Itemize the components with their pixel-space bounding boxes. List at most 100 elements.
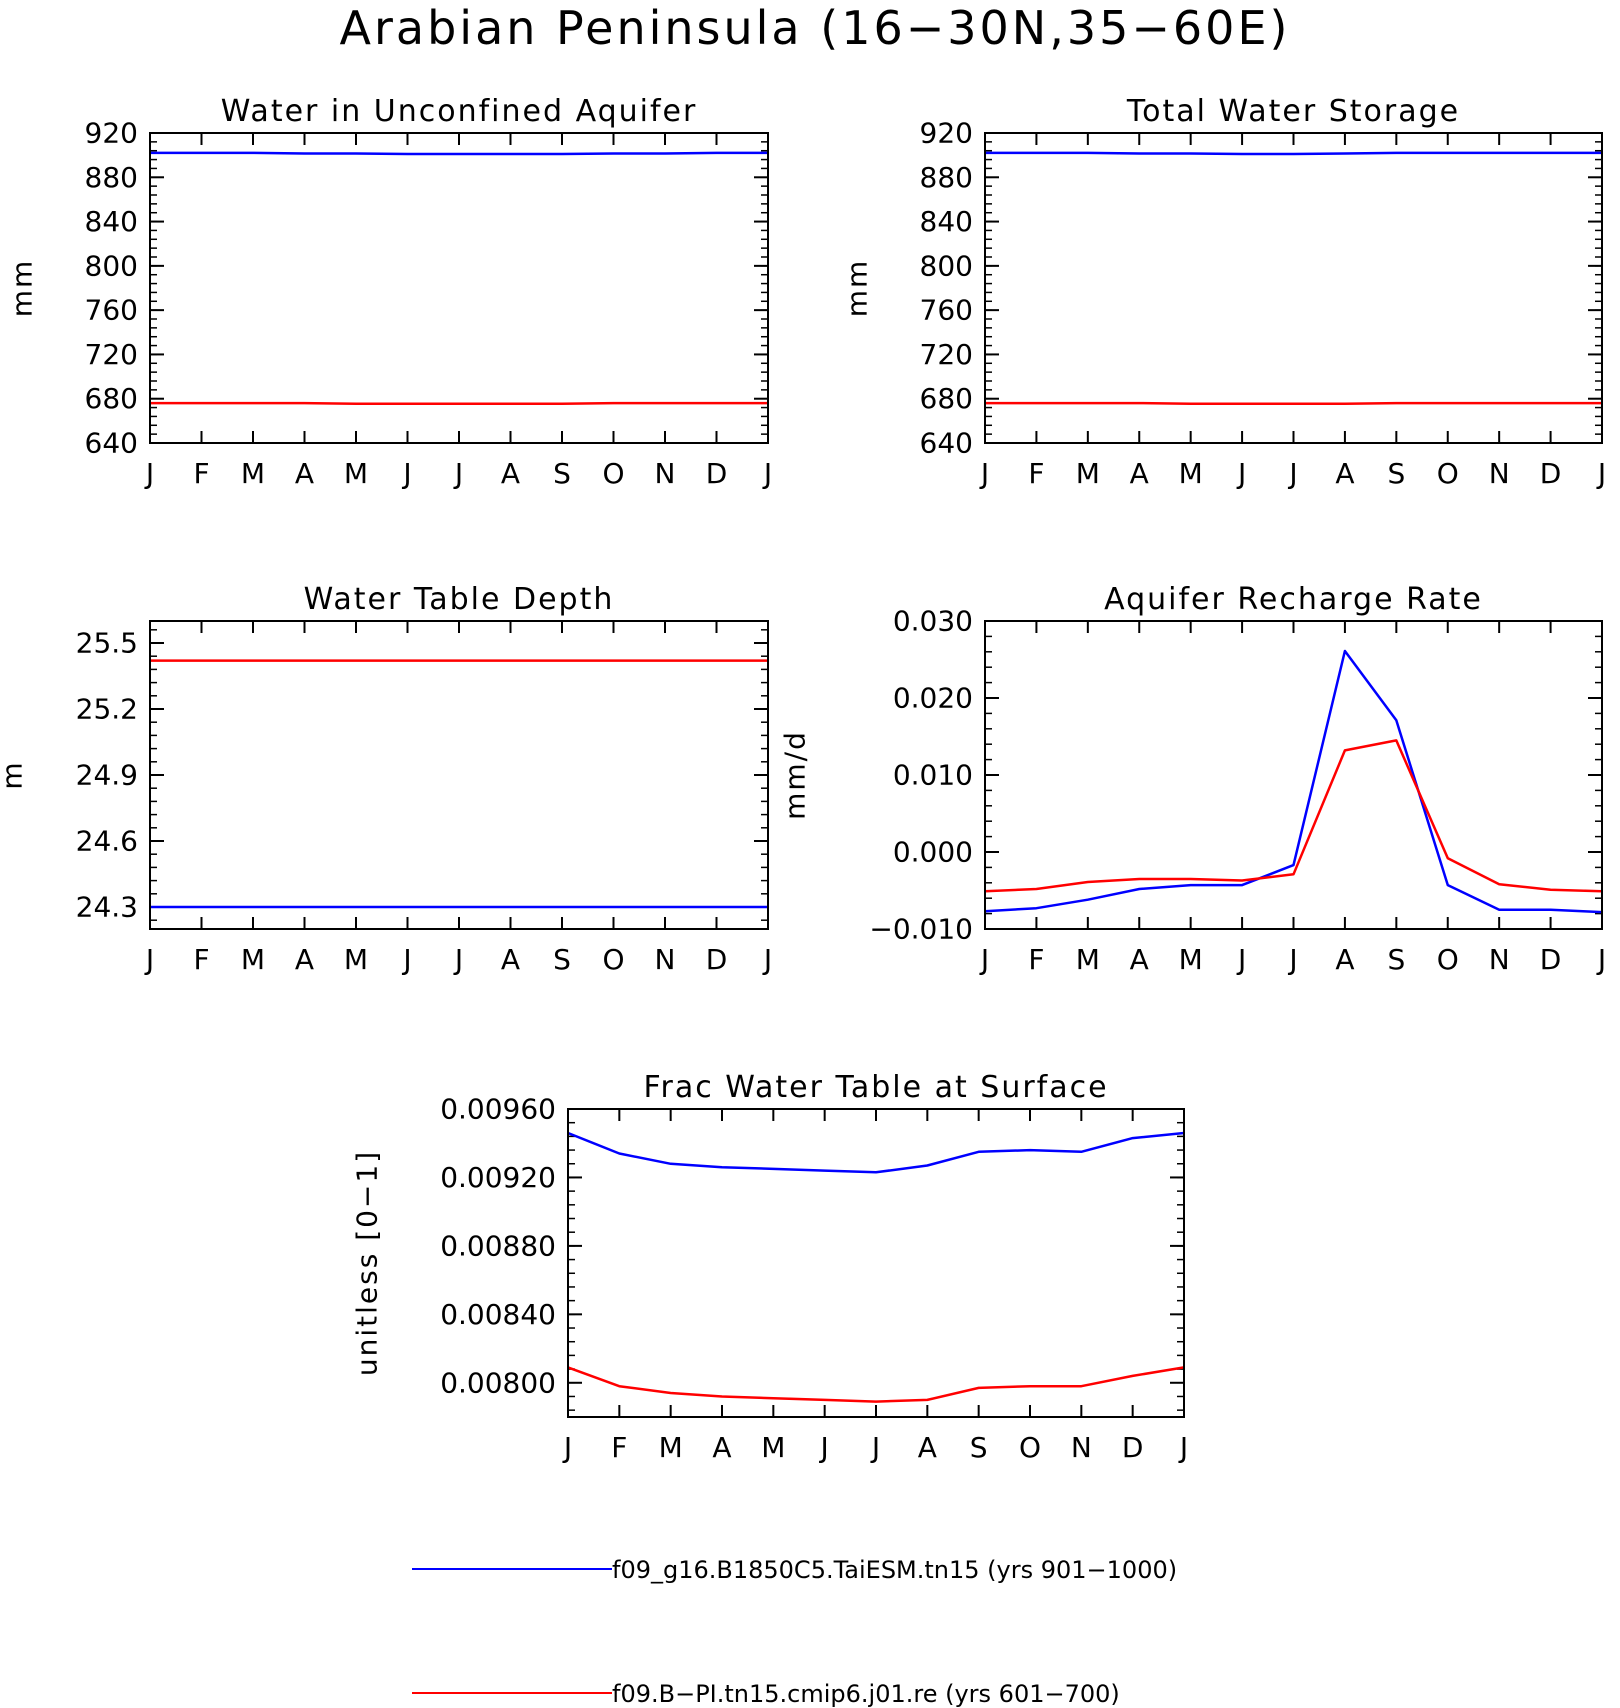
series-line-0 [150, 151, 768, 156]
x-tick-label: J [1287, 457, 1297, 490]
y-tick-label: 640 [920, 427, 973, 460]
x-tick-label: M [1179, 457, 1203, 490]
y-tick-label: 920 [920, 117, 973, 150]
y-tick-label: 720 [85, 338, 138, 371]
x-tick-label: N [655, 457, 676, 490]
panel-title: Total Water Storage [1126, 94, 1460, 129]
y-tick-label: 0.00960 [440, 1093, 556, 1126]
y-tick-label: 680 [85, 382, 138, 415]
x-tick-label: J [144, 457, 154, 490]
x-tick-label: N [1489, 943, 1510, 976]
x-tick-label: A [712, 1431, 731, 1464]
y-tick-label: 24.6 [76, 825, 138, 858]
legend-label-0: f09_g16.B1850C5.TaiESM.tn15 (yrs 901−100… [612, 1556, 1177, 1584]
y-tick-label: 0.020 [893, 682, 973, 715]
y-axis-label: mm [841, 259, 874, 318]
x-tick-label: D [1540, 457, 1562, 490]
chart-panel-2: Water Table DepthmJFMAMJJASONDJ24.324.62… [0, 582, 772, 976]
x-tick-label: J [762, 943, 772, 976]
x-tick-label: J [1287, 943, 1297, 976]
x-tick-label: S [553, 943, 571, 976]
x-tick-label: F [193, 943, 209, 976]
y-tick-label: 0.000 [893, 836, 973, 869]
y-tick-label: 760 [920, 294, 973, 327]
x-tick-label: S [970, 1431, 988, 1464]
x-tick-label: J [562, 1431, 572, 1464]
x-tick-label: M [344, 943, 368, 976]
x-tick-label: F [193, 457, 209, 490]
x-tick-label: J [401, 943, 411, 976]
y-tick-label: 720 [920, 338, 973, 371]
x-tick-label: D [706, 943, 728, 976]
y-axis-label: mm/d [779, 730, 812, 820]
x-tick-label: D [1122, 1431, 1144, 1464]
legend: f09_g16.B1850C5.TaiESM.tn15 (yrs 901−100… [412, 1556, 1177, 1708]
y-tick-label: 0.00800 [440, 1366, 556, 1399]
x-tick-label: O [1019, 1431, 1041, 1464]
x-tick-label: A [295, 457, 314, 490]
x-tick-label: M [761, 1431, 785, 1464]
x-tick-label: F [611, 1431, 627, 1464]
x-tick-label: S [553, 457, 571, 490]
series-line-0 [984, 649, 1603, 914]
x-tick-label: F [1028, 457, 1044, 490]
y-tick-label: 680 [920, 382, 973, 415]
y-tick-label: 0.00840 [440, 1298, 556, 1331]
x-tick-label: N [655, 943, 676, 976]
x-tick-label: A [1335, 943, 1354, 976]
x-tick-label: N [1071, 1431, 1092, 1464]
series-line-1 [567, 1366, 1185, 1403]
x-tick-label: J [979, 943, 989, 976]
y-tick-label: 25.2 [76, 693, 138, 726]
y-tick-label: 25.5 [76, 627, 138, 660]
y-axis-label: mm [6, 259, 39, 318]
x-tick-label: N [1489, 457, 1510, 490]
x-tick-label: O [602, 457, 624, 490]
y-tick-label: 840 [920, 205, 973, 238]
x-tick-label: J [1236, 457, 1246, 490]
figure-title: Arabian Peninsula (16−30N,35−60E) [340, 1, 1291, 55]
plot-frame [984, 132, 1603, 444]
x-tick-label: M [1076, 943, 1100, 976]
panel-title: Water Table Depth [304, 582, 615, 617]
y-tick-label: 0.00920 [440, 1161, 556, 1194]
chart-panel-4: Frac Water Table at Surface unitless [0−1… [351, 1070, 1189, 1464]
x-tick-label: J [144, 943, 154, 976]
x-tick-label: J [1178, 1431, 1188, 1464]
x-tick-label: D [706, 457, 728, 490]
x-tick-label: O [1437, 457, 1459, 490]
x-tick-label: J [1596, 943, 1606, 976]
x-tick-label: M [344, 457, 368, 490]
y-tick-label: −0.010 [869, 913, 973, 946]
y-axis-label: unitless [0−1] [351, 1150, 384, 1376]
y-tick-label: 800 [85, 249, 138, 282]
series-line-1 [984, 739, 1603, 893]
x-tick-label: J [1236, 943, 1246, 976]
x-tick-label: J [870, 1431, 880, 1464]
series-line-1 [985, 401, 1602, 405]
x-tick-label: M [659, 1431, 683, 1464]
y-tick-label: 760 [85, 294, 138, 327]
x-tick-label: O [602, 943, 624, 976]
legend-label-1: f09.B−PI.tn15.cmip6.j01.re (yrs 601−700) [612, 1680, 1120, 1708]
x-tick-label: J [453, 943, 463, 976]
y-tick-label: 880 [920, 161, 973, 194]
x-tick-label: A [1335, 457, 1354, 490]
x-tick-label: A [918, 1431, 937, 1464]
x-tick-label: J [762, 457, 772, 490]
x-tick-label: A [501, 943, 520, 976]
y-tick-label: 840 [85, 205, 138, 238]
y-tick-label: 0.030 [893, 605, 973, 638]
x-tick-label: J [819, 1431, 829, 1464]
y-tick-label: 0.010 [893, 759, 973, 792]
x-tick-label: M [241, 457, 265, 490]
x-tick-label: M [1179, 943, 1203, 976]
x-tick-label: F [1028, 943, 1044, 976]
x-tick-label: J [401, 457, 411, 490]
plot-frame [984, 620, 1603, 930]
series-line-0 [985, 151, 1602, 156]
x-tick-label: J [979, 457, 989, 490]
